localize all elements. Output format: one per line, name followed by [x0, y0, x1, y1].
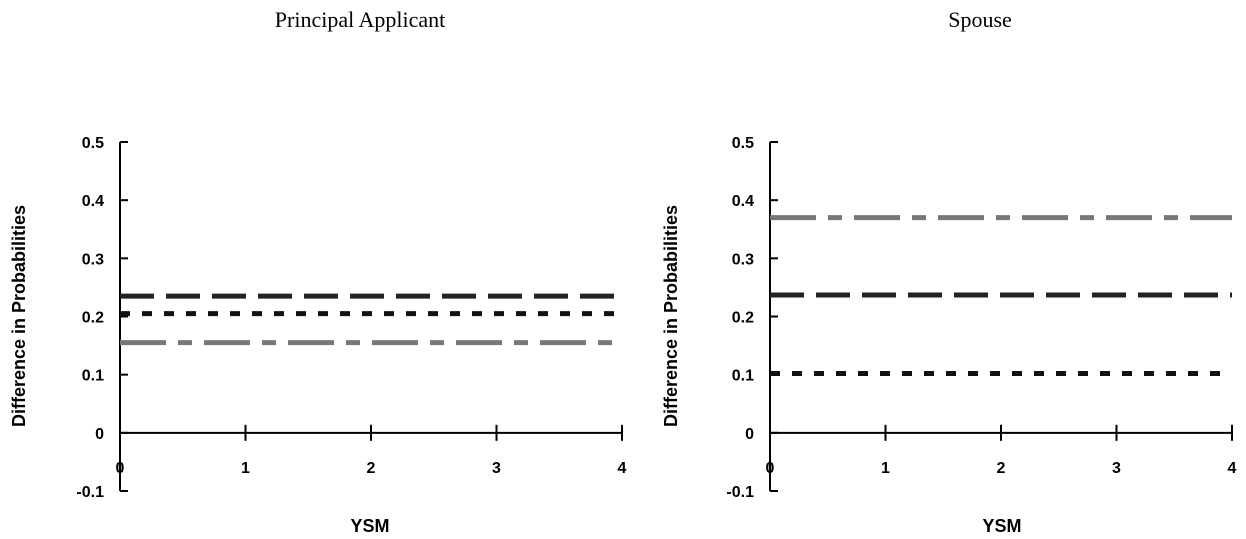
- x-tick-label: 0: [766, 460, 775, 477]
- y-tick-label: -0.1: [726, 484, 754, 501]
- chart-title: Spouse: [948, 7, 1012, 32]
- y-tick-label: 0.4: [82, 193, 104, 210]
- x-tick-label: 1: [881, 460, 890, 477]
- y-tick-label: 0.1: [732, 368, 754, 385]
- y-axis-label: Difference in Probabilities: [661, 205, 681, 427]
- y-tick-label: 0.1: [82, 368, 104, 385]
- y-tick-label: 0.5: [82, 135, 104, 152]
- y-tick-label: 0.3: [82, 251, 104, 268]
- x-tick-label: 2: [997, 460, 1006, 477]
- y-tick-label: -0.1: [76, 484, 104, 501]
- y-tick-label: 0.4: [732, 193, 754, 210]
- x-tick-label: 1: [241, 460, 250, 477]
- x-tick-label: 3: [1112, 460, 1121, 477]
- x-tick-label: 0: [116, 460, 125, 477]
- y-tick-label: 0.2: [82, 310, 104, 327]
- x-axis-label: YSM: [982, 516, 1021, 536]
- y-tick-label: 0.2: [732, 310, 754, 327]
- x-tick-label: 3: [492, 460, 501, 477]
- chart-title: Principal Applicant: [275, 7, 445, 32]
- x-axis-label: YSM: [350, 516, 389, 536]
- principal-applicant-panel: Principal Applicant YSM Difference in Pr…: [9, 7, 627, 536]
- y-tick-label: 0.3: [732, 251, 754, 268]
- y-tick-label: 0.5: [732, 135, 754, 152]
- spouse-panel: Spouse YSM Difference in Probabilities 0…: [661, 7, 1237, 536]
- y-axis-label: Difference in Probabilities: [9, 205, 29, 427]
- y-tick-label: 0: [95, 426, 104, 443]
- x-tick-label: 2: [367, 460, 376, 477]
- x-tick-label: 4: [618, 460, 627, 477]
- x-tick-label: 4: [1228, 460, 1237, 477]
- y-tick-label: 0: [745, 426, 754, 443]
